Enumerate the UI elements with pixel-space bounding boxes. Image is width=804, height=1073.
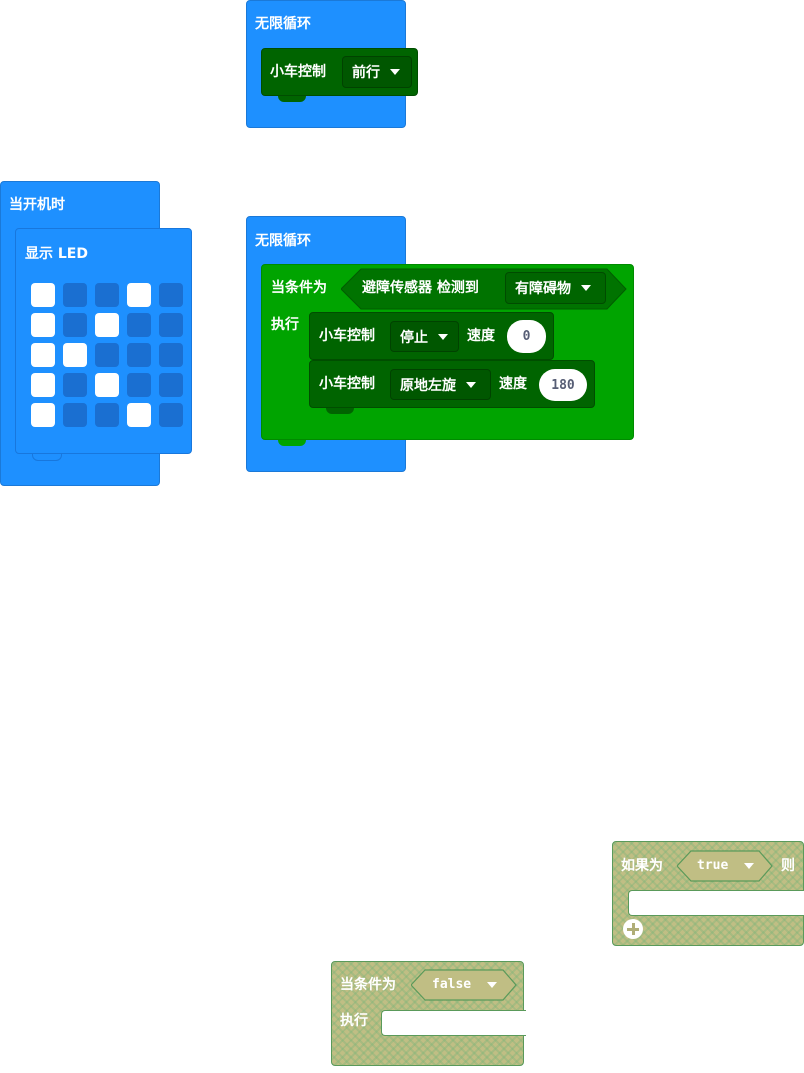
on-start-label: 当开机时 <box>9 197 65 213</box>
while-false-label: 当条件为 <box>340 977 396 993</box>
false-value-text: false <box>432 977 472 992</box>
led-cell[interactable] <box>63 283 87 307</box>
block-notch <box>278 96 306 102</box>
chevron-down-icon <box>390 69 400 75</box>
chevron-down-icon <box>744 863 755 869</box>
led-cell[interactable] <box>63 343 87 367</box>
block-notch <box>326 408 354 414</box>
direction-dropdown-value: 前行 <box>352 65 380 81</box>
car-action-dropdown[interactable]: 原地左旋 <box>390 369 491 400</box>
speed-input[interactable]: 180 <box>539 369 587 401</box>
true-value[interactable]: true <box>697 857 755 875</box>
obstacle-dropdown-value: 有障碍物 <box>515 281 571 297</box>
car-control-label: 小车控制 <box>270 64 326 80</box>
then-label: 则 <box>781 858 795 874</box>
led-cell[interactable] <box>127 283 151 307</box>
led-cell[interactable] <box>127 313 151 337</box>
chevron-down-icon <box>466 381 476 388</box>
sensor-condition-hexagon[interactable] <box>341 268 627 310</box>
led-cell[interactable] <box>127 343 151 367</box>
forever-loop-label: 无限循环 <box>255 16 311 32</box>
car-control-label: 小车控制 <box>319 376 375 392</box>
show-led-block[interactable]: 显示 LED <box>15 228 192 454</box>
obstacle-dropdown[interactable]: 有障碍物 <box>505 272 606 304</box>
do-label: 执行 <box>271 317 299 333</box>
led-cell[interactable] <box>63 313 87 337</box>
sensor-label: 避障传感器 检测到 <box>362 280 479 296</box>
led-cell[interactable] <box>159 373 183 397</box>
led-cell[interactable] <box>31 343 55 367</box>
car-control-block-stop[interactable]: 小车控制 停止 速度 0 <box>309 312 554 360</box>
add-branch-icon[interactable] <box>623 919 643 939</box>
false-value[interactable]: false <box>432 976 497 994</box>
car-control-block[interactable]: 小车控制 前行 <box>261 48 418 96</box>
led-cell[interactable] <box>95 313 119 337</box>
led-cell[interactable] <box>63 403 87 427</box>
forever-loop-label-2: 无限循环 <box>255 233 311 249</box>
while-false-slot <box>381 1010 526 1036</box>
speed-label: 速度 <box>467 328 495 344</box>
led-cell[interactable] <box>95 403 119 427</box>
do-label: 执行 <box>340 1013 368 1029</box>
block-notch <box>278 440 306 446</box>
speed-input[interactable]: 0 <box>507 320 546 353</box>
while-label: 当条件为 <box>271 280 327 296</box>
car-action-dropdown-value: 原地左旋 <box>400 377 456 394</box>
led-cell[interactable] <box>31 403 55 427</box>
led-cell[interactable] <box>63 373 87 397</box>
if-label: 如果为 <box>621 858 663 874</box>
led-cell[interactable] <box>31 283 55 307</box>
true-value-text: true <box>697 858 729 873</box>
car-control-label: 小车控制 <box>319 328 375 344</box>
block-notch <box>32 454 62 461</box>
chevron-down-icon <box>438 333 448 340</box>
led-cell[interactable] <box>31 373 55 397</box>
car-control-block-rotate[interactable]: 小车控制 原地左旋 速度 180 <box>309 360 595 408</box>
led-cell[interactable] <box>31 313 55 337</box>
speed-label: 速度 <box>499 376 527 392</box>
led-cell[interactable] <box>127 373 151 397</box>
false-condition-hexagon[interactable] <box>411 969 517 1001</box>
if-block-slot <box>628 890 804 916</box>
show-led-label: 显示 LED <box>25 246 88 262</box>
led-cell[interactable] <box>95 373 119 397</box>
car-action-dropdown[interactable]: 停止 <box>390 321 459 352</box>
chevron-down-icon <box>486 982 497 988</box>
led-cell[interactable] <box>159 343 183 367</box>
led-cell[interactable] <box>159 403 183 427</box>
led-cell[interactable] <box>159 283 183 307</box>
car-action-dropdown-value: 停止 <box>400 329 428 346</box>
led-cell[interactable] <box>159 313 183 337</box>
direction-dropdown[interactable]: 前行 <box>342 56 412 88</box>
led-grid[interactable] <box>31 283 185 429</box>
led-cell[interactable] <box>127 403 151 427</box>
led-cell[interactable] <box>95 283 119 307</box>
chevron-down-icon <box>581 285 591 291</box>
true-condition-hexagon[interactable] <box>677 850 773 882</box>
led-cell[interactable] <box>95 343 119 367</box>
